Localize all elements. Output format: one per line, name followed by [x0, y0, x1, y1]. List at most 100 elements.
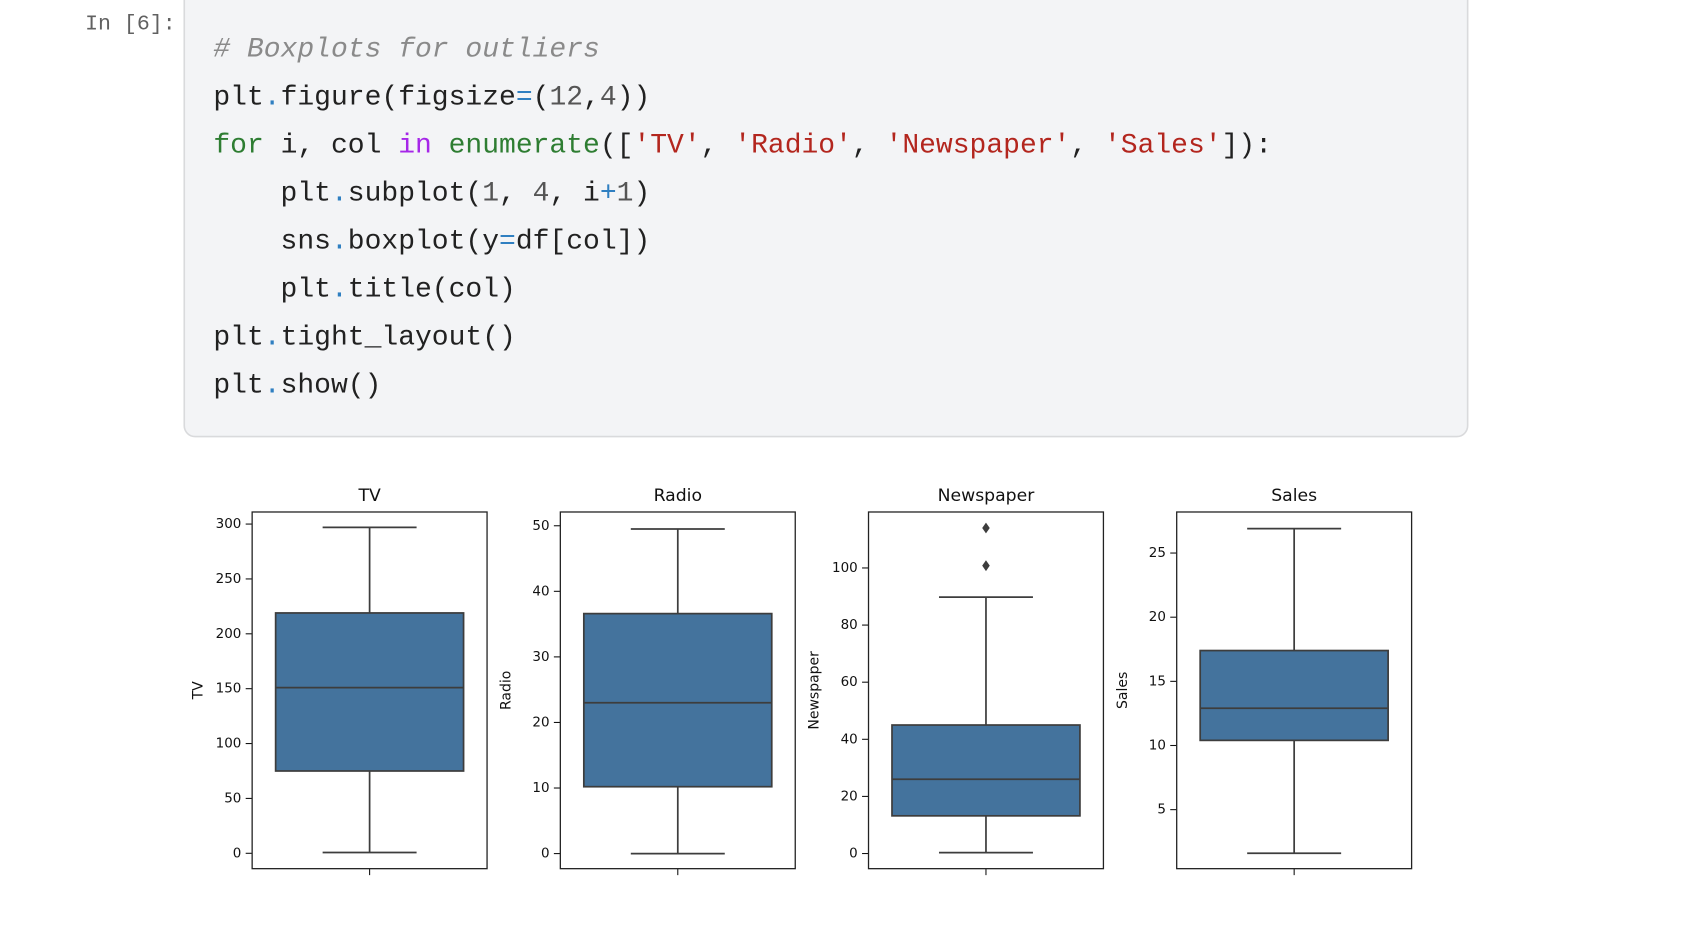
- code-token: 12: [549, 83, 583, 114]
- code-token: i, col: [264, 131, 398, 162]
- y-tick-label: 20: [1149, 610, 1166, 625]
- y-tick-label: 150: [216, 682, 242, 697]
- code-token: =: [516, 83, 533, 114]
- y-tick-label: 50: [532, 519, 549, 534]
- y-tick-label: 40: [532, 584, 549, 599]
- code-token: in: [398, 131, 432, 162]
- y-tick-label: 0: [541, 847, 550, 862]
- code-line: plt.title(col): [213, 275, 515, 306]
- code-token: subplot(: [348, 179, 482, 210]
- subplot-title: Newspaper: [938, 486, 1036, 506]
- code-token: 1: [617, 179, 634, 210]
- y-tick-label: 100: [832, 561, 858, 576]
- y-tick-label: 0: [849, 847, 858, 862]
- y-tick-label: 40: [841, 732, 858, 747]
- y-tick-label: 50: [224, 791, 241, 806]
- code-token: 'Radio': [734, 131, 852, 162]
- axes-frame: [559, 511, 796, 870]
- code-token: ,: [852, 131, 886, 162]
- y-axis-label: Newspaper: [807, 651, 823, 730]
- code-token: # Boxplots for outliers: [213, 35, 599, 66]
- box: [891, 724, 1081, 817]
- code-line: plt.tight_layout(): [213, 323, 515, 354]
- code-token: .: [264, 371, 281, 402]
- y-tick-label: 20: [841, 789, 858, 804]
- y-tick-label: 200: [216, 627, 242, 642]
- code-token: .: [331, 179, 348, 210]
- y-axis-label: Radio: [498, 671, 514, 710]
- outlier: [982, 560, 990, 572]
- code-token: enumerate: [449, 131, 600, 162]
- axes-frame: [1176, 511, 1413, 870]
- y-tick-label: 25: [1149, 546, 1166, 561]
- code-token: plt: [213, 323, 263, 354]
- code-token: title(col): [348, 275, 516, 306]
- subplot-title: Radio: [654, 486, 702, 506]
- code-token: 'Newspaper': [886, 131, 1071, 162]
- code-token: ]):: [1222, 131, 1272, 162]
- y-tick-label: 10: [532, 781, 549, 796]
- y-tick-label: 300: [216, 517, 242, 532]
- code-token: tight_layout(): [281, 323, 516, 354]
- code-token: .: [264, 323, 281, 354]
- code-token: [432, 131, 449, 162]
- subplot-title: TV: [357, 486, 381, 506]
- code-line: plt.figure(figsize=(12,4)): [213, 83, 650, 114]
- axes-frame: [251, 511, 488, 870]
- y-tick-label: 10: [1149, 738, 1166, 753]
- code-token: boxplot(y: [348, 227, 499, 258]
- y-tick-label: 30: [532, 650, 549, 665]
- code-token: ,: [583, 83, 600, 114]
- y-tick-label: 20: [532, 715, 549, 730]
- code-token: df[col]): [516, 227, 650, 258]
- code-token: plt: [213, 371, 263, 402]
- outlier: [982, 522, 990, 534]
- y-tick-label: 60: [841, 675, 858, 690]
- code-token: , i: [549, 179, 599, 210]
- code-token: .: [264, 83, 281, 114]
- code-token: 'Sales': [1104, 131, 1222, 162]
- code-line: # Boxplots for outliers: [213, 35, 599, 66]
- code-line: sns.boxplot(y=df[col]): [213, 227, 650, 258]
- code-token: 1: [482, 179, 499, 210]
- code-cell[interactable]: [183, 0, 1469, 438]
- box: [1199, 649, 1389, 742]
- code-token: plt: [213, 83, 263, 114]
- code-token: figure(figsize: [281, 83, 516, 114]
- y-tick-label: 250: [216, 572, 242, 587]
- code-token: 4: [600, 83, 617, 114]
- code-token: 'TV': [633, 131, 700, 162]
- box: [582, 612, 773, 788]
- code-line: plt.show(): [213, 371, 381, 402]
- y-tick-label: 80: [841, 618, 858, 633]
- code-token: .: [331, 227, 348, 258]
- code-token: plt: [213, 275, 331, 306]
- y-tick-label: 15: [1149, 674, 1166, 689]
- code-token: ): [633, 179, 650, 210]
- y-axis-label: Sales: [1115, 672, 1131, 709]
- axes-frame: [867, 511, 1105, 870]
- code-token: show(): [281, 371, 382, 402]
- y-tick-label: 5: [1157, 803, 1166, 818]
- code-token: ,: [701, 131, 735, 162]
- code-token: )): [617, 83, 651, 114]
- subplot-title: Sales: [1271, 486, 1317, 506]
- box: [274, 612, 465, 772]
- code-line: plt.subplot(1, 4, i+1): [213, 179, 650, 210]
- code-token: (: [533, 83, 550, 114]
- code-token: ,: [499, 179, 533, 210]
- cell-prompt: In [6]:: [85, 13, 176, 37]
- y-tick-label: 100: [216, 737, 242, 752]
- code-token: .: [331, 275, 348, 306]
- code-token: =: [499, 227, 516, 258]
- code-token: ([: [600, 131, 634, 162]
- code-token: sns: [213, 227, 331, 258]
- y-tick-label: 0: [233, 846, 242, 861]
- y-axis-label: TV: [190, 681, 206, 701]
- output-figure: TV050100150200250300TVRadio01020304050Ra…: [190, 486, 1413, 876]
- code-token: for: [213, 131, 263, 162]
- code-token: plt: [213, 179, 331, 210]
- code-line: for i, col in enumerate(['TV', 'Radio', …: [213, 131, 1272, 162]
- code-token: ,: [1070, 131, 1104, 162]
